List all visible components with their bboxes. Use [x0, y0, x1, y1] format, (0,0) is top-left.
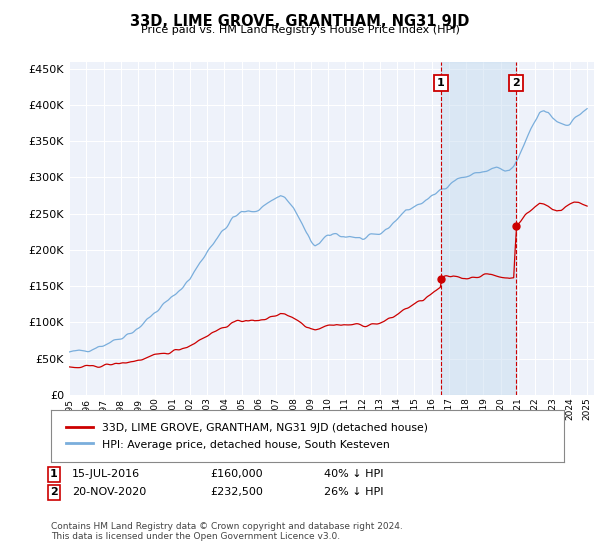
Text: 1: 1 [50, 469, 58, 479]
Text: 2: 2 [50, 487, 58, 497]
Text: Contains HM Land Registry data © Crown copyright and database right 2024.
This d: Contains HM Land Registry data © Crown c… [51, 522, 403, 542]
Text: £160,000: £160,000 [210, 469, 263, 479]
Text: 33D, LIME GROVE, GRANTHAM, NG31 9JD: 33D, LIME GROVE, GRANTHAM, NG31 9JD [130, 14, 470, 29]
Bar [441, 62, 516, 395]
Text: 40% ↓ HPI: 40% ↓ HPI [324, 469, 383, 479]
Text: 2: 2 [512, 78, 520, 88]
Text: £232,500: £232,500 [210, 487, 263, 497]
Text: Price paid vs. HM Land Registry's House Price Index (HPI): Price paid vs. HM Land Registry's House … [140, 25, 460, 35]
Text: 15-JUL-2016: 15-JUL-2016 [72, 469, 140, 479]
Text: 20-NOV-2020: 20-NOV-2020 [72, 487, 146, 497]
Text: 1: 1 [437, 78, 445, 88]
Text: 26% ↓ HPI: 26% ↓ HPI [324, 487, 383, 497]
Legend: 33D, LIME GROVE, GRANTHAM, NG31 9JD (detached house), HPI: Average price, detach: 33D, LIME GROVE, GRANTHAM, NG31 9JD (det… [62, 418, 432, 454]
